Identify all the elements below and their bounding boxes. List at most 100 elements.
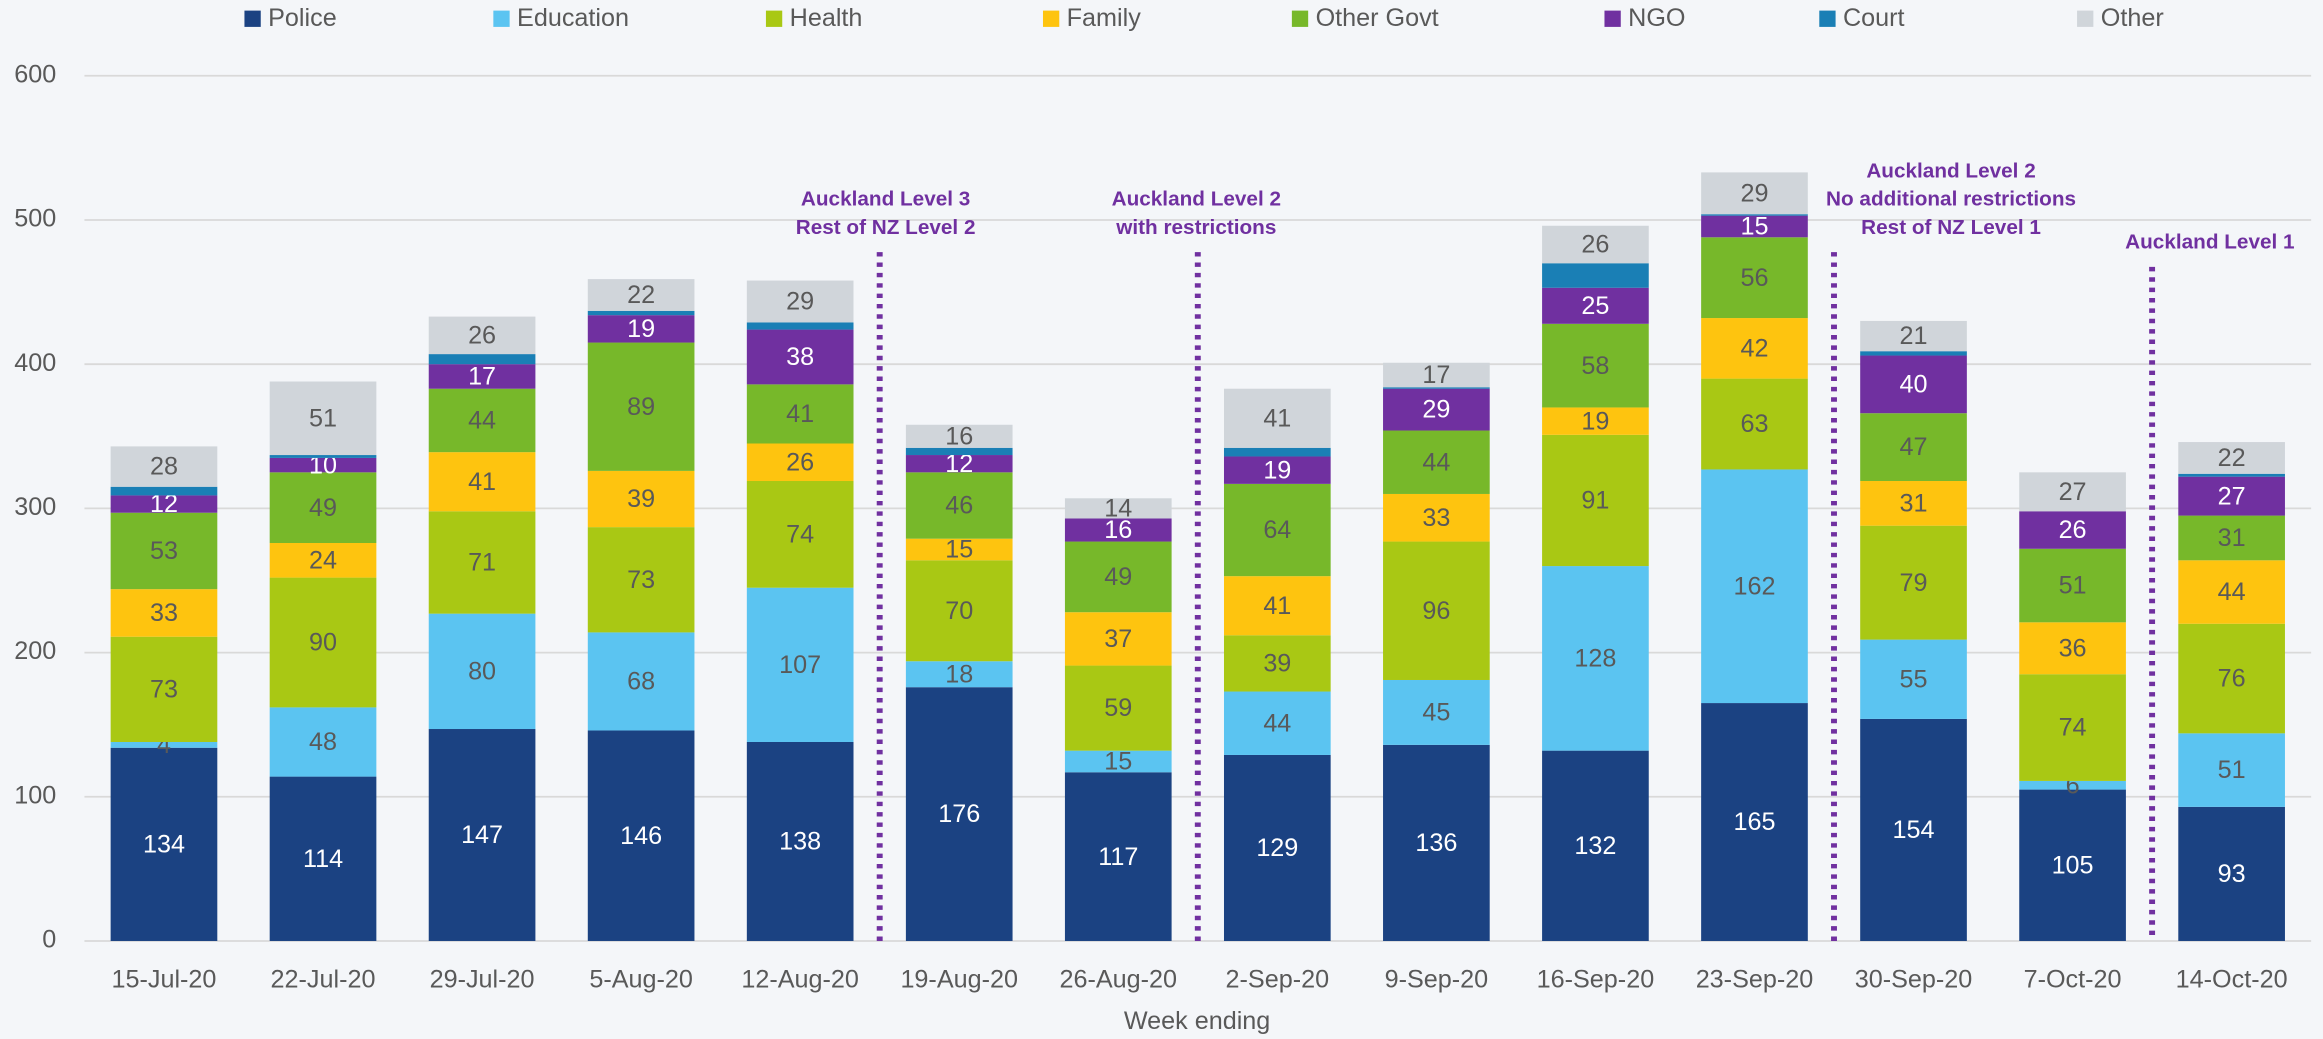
data-label: 18 — [945, 660, 973, 688]
data-label: 21 — [1900, 322, 1928, 350]
data-label: 42 — [1740, 334, 1768, 362]
bar-segment — [269, 457, 377, 473]
data-label: 15 — [945, 536, 973, 564]
data-label: 128 — [1574, 644, 1616, 672]
bar-segment — [1383, 744, 1490, 941]
data-label: 132 — [1574, 832, 1616, 860]
bar-segment — [1383, 493, 1490, 542]
bar-segment — [1860, 351, 1967, 356]
bar-segment — [1542, 750, 1649, 941]
data-label: 80 — [468, 657, 496, 685]
bar-segment — [1860, 355, 1967, 414]
data-label: 25 — [1581, 292, 1609, 320]
data-label: 147 — [461, 821, 503, 849]
data-label: 96 — [1422, 597, 1450, 625]
bar-segment — [1860, 525, 1967, 640]
data-label: 37 — [1104, 625, 1132, 653]
bar-segment — [2019, 511, 2126, 549]
annotation-text: Rest of NZ Level 2 — [796, 216, 976, 239]
data-label: 14 — [1104, 495, 1132, 523]
y-tick-label: 400 — [14, 349, 56, 377]
data-label: 114 — [303, 845, 343, 873]
annotation-text: Auckland Level 1 — [2125, 231, 2294, 254]
data-label: 90 — [309, 629, 337, 657]
bar-segment — [1383, 362, 1490, 388]
data-label: 29 — [1740, 179, 1768, 207]
y-tick-label: 300 — [14, 493, 56, 521]
legend-swatch — [2077, 10, 2094, 27]
bar-segment — [269, 455, 377, 458]
x-tick-label: 30-Sep-20 — [1855, 966, 1973, 994]
data-label: 51 — [309, 404, 337, 432]
data-label: 44 — [1422, 448, 1450, 476]
legend-label: Family — [1067, 4, 1142, 32]
data-label: 138 — [779, 828, 821, 856]
data-label: 136 — [1415, 829, 1457, 857]
bar-segment — [1701, 318, 1808, 379]
bar-segment — [746, 280, 854, 323]
data-label: 41 — [1263, 592, 1291, 620]
bar-segment — [110, 486, 218, 496]
bar-segment — [1860, 413, 1967, 481]
data-label: 91 — [1581, 487, 1609, 515]
bar-segment — [1223, 456, 1331, 484]
bar-segment — [1064, 612, 1172, 666]
data-label: 31 — [1900, 489, 1928, 517]
bar-segment — [269, 577, 377, 708]
y-tick-label: 100 — [14, 781, 56, 809]
data-label: 56 — [1740, 264, 1768, 292]
data-label: 17 — [1422, 361, 1450, 389]
data-label: 129 — [1256, 834, 1298, 862]
x-tick-label: 19-Aug-20 — [900, 966, 1018, 994]
data-label: 53 — [150, 537, 178, 565]
bar-segment — [2178, 476, 2285, 516]
bar-segment — [110, 741, 218, 748]
bar-segment — [746, 384, 854, 444]
bar-segment — [1064, 772, 1172, 941]
legend-swatch — [765, 10, 783, 27]
bar-segment — [2178, 515, 2285, 561]
data-label: 51 — [2059, 572, 2087, 600]
annotation-text: Auckland Level 3 — [801, 188, 970, 211]
bar-segment — [2178, 560, 2285, 624]
bar-segment — [1701, 378, 1808, 470]
bar-segment — [110, 446, 218, 487]
bar-segment — [269, 542, 377, 578]
data-label: 70 — [945, 597, 973, 625]
y-tick-label: 500 — [14, 205, 56, 233]
bar-segment — [2019, 674, 2126, 781]
data-label: 26 — [2059, 516, 2087, 544]
bar-segment — [1701, 215, 1808, 238]
data-label: 73 — [627, 566, 655, 594]
bar-segment — [1542, 225, 1649, 264]
data-label: 44 — [468, 407, 496, 435]
data-label: 49 — [309, 494, 337, 522]
legend-swatch — [1042, 10, 1060, 27]
data-label: 41 — [468, 468, 496, 496]
legend-label: Other Govt — [1316, 4, 1439, 32]
bar-segment — [905, 661, 1013, 688]
bar-segment — [746, 587, 854, 742]
legend-swatch — [1291, 10, 1309, 27]
data-label: 74 — [786, 520, 814, 548]
bar-segment — [1064, 498, 1172, 519]
data-label: 93 — [2218, 860, 2246, 888]
data-label: 44 — [2218, 578, 2246, 606]
data-label: 19 — [1581, 407, 1609, 435]
data-label: 27 — [2218, 482, 2246, 510]
bar-segment — [269, 472, 377, 543]
data-label: 24 — [309, 546, 337, 574]
y-tick-label: 600 — [14, 60, 56, 88]
bar-segment — [269, 381, 377, 456]
x-tick-label: 15-Jul-20 — [111, 966, 216, 994]
x-tick-label: 5-Aug-20 — [589, 966, 693, 994]
legend-label: Court — [1843, 4, 1905, 32]
data-label: 19 — [1263, 456, 1291, 484]
bar-segment — [428, 388, 536, 453]
data-label: 71 — [468, 549, 496, 577]
data-label: 22 — [627, 281, 655, 309]
data-label: 15 — [1740, 213, 1768, 241]
data-label: 22 — [2218, 444, 2246, 472]
data-label: 134 — [143, 831, 185, 859]
bar-segment — [2019, 622, 2126, 675]
